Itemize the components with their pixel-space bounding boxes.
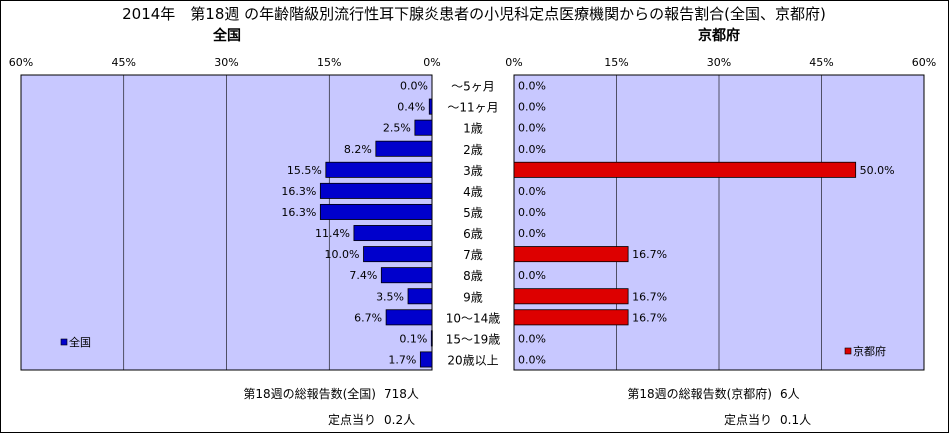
national-bar — [319, 182, 433, 199]
category-label: 8歳 — [463, 269, 483, 283]
national-value-label: 1.7% — [388, 353, 416, 366]
national-tick-label: 15% — [317, 56, 341, 69]
national-bar — [363, 246, 433, 263]
national-per-value: 0.2人 — [384, 413, 415, 427]
category-label: 5歳 — [463, 206, 483, 220]
kyoto-total-value: 6人 — [780, 387, 800, 401]
kyoto-value-label: 0.0% — [518, 206, 546, 219]
national-value-label: 15.5% — [287, 164, 322, 177]
category-label: 20歳以上 — [447, 353, 498, 367]
kyoto-bar — [513, 161, 857, 178]
right-legend-label: 京都府 — [853, 344, 886, 358]
kyoto-tick-label: 0% — [505, 56, 522, 69]
national-tick-label: 45% — [112, 56, 136, 69]
right-legend-swatch — [844, 347, 852, 355]
kyoto-value-label: 0.0% — [518, 332, 546, 345]
national-value-label: 0.1% — [399, 332, 427, 345]
national-bar — [353, 225, 433, 242]
category-label: ～5ヶ月 — [451, 80, 495, 94]
category-label: 9歳 — [463, 290, 483, 304]
national-bar — [414, 119, 433, 136]
kyoto-value-label: 50.0% — [860, 164, 895, 177]
national-bar — [419, 351, 433, 368]
kyoto-value-label: 16.7% — [632, 248, 667, 261]
national-value-label: 16.3% — [281, 206, 316, 219]
right-legend: 京都府 — [844, 344, 886, 358]
category-label: 1歳 — [463, 122, 483, 136]
national-bar — [375, 140, 433, 157]
national-tick-label: 60% — [9, 56, 33, 69]
kyoto-per-label: 定点当り — [724, 412, 772, 427]
category-label: 7歳 — [463, 248, 483, 262]
kyoto-bar — [513, 246, 629, 263]
category-label: 4歳 — [463, 185, 483, 199]
national-value-label: 7.4% — [349, 269, 377, 282]
category-label: 3歳 — [463, 164, 483, 178]
kyoto-value-label: 16.7% — [632, 290, 667, 303]
kyoto-value-label: 0.0% — [518, 185, 546, 198]
national-value-label: 8.2% — [344, 143, 372, 156]
kyoto-value-label: 0.0% — [518, 122, 546, 135]
national-bar — [430, 330, 433, 347]
category-label: 10～14歳 — [446, 311, 501, 325]
kyoto-value-label: 16.7% — [632, 311, 667, 324]
kyoto-tick-label: 45% — [809, 56, 833, 69]
national-value-label: 2.5% — [383, 122, 411, 135]
kyoto-value-label: 0.0% — [518, 101, 546, 114]
left-legend: 全国 — [60, 335, 91, 349]
national-value-label: 16.3% — [281, 185, 316, 198]
national-value-label: 0.0% — [400, 80, 428, 93]
category-label: ～11ヶ月 — [447, 101, 498, 115]
national-tick-label: 0% — [423, 56, 440, 69]
national-value-label: 10.0% — [325, 248, 360, 261]
kyoto-per-value: 0.1人 — [780, 413, 811, 427]
left-panel-title: 全国 — [212, 27, 241, 44]
national-total-value: 718人 — [384, 387, 419, 401]
national-bar — [407, 288, 433, 305]
chart-title: 2014年 第18週 の年齢階級別流行性耳下腺炎患者の小児科定点医療機関からの報… — [122, 5, 826, 23]
kyoto-value-label: 0.0% — [518, 269, 546, 282]
kyoto-bar — [513, 309, 629, 326]
national-bar — [428, 98, 433, 115]
left-legend-label: 全国 — [69, 335, 91, 349]
kyoto-value-label: 0.0% — [518, 80, 546, 93]
category-label: 6歳 — [463, 227, 483, 241]
category-label: 15～19歳 — [446, 332, 501, 346]
kyoto-total-label: 第18週の総報告数(京都府) — [627, 386, 772, 401]
national-bar — [380, 267, 433, 284]
national-tick-label: 30% — [214, 56, 238, 69]
category-label: 2歳 — [463, 143, 483, 157]
kyoto-tick-label: 60% — [912, 56, 936, 69]
kyoto-value-label: 0.0% — [518, 353, 546, 366]
kyoto-value-label: 0.0% — [518, 143, 546, 156]
national-value-label: 11.4% — [315, 227, 350, 240]
national-value-label: 3.5% — [376, 290, 404, 303]
kyoto-bar — [513, 288, 629, 305]
national-value-label: 6.7% — [354, 311, 382, 324]
national-bar — [385, 309, 433, 326]
national-bar — [325, 161, 433, 178]
kyoto-value-label: 0.0% — [518, 227, 546, 240]
national-per-label: 定点当り — [328, 412, 376, 427]
right-panel-title: 京都府 — [698, 27, 740, 44]
kyoto-tick-label: 30% — [707, 56, 731, 69]
national-value-label: 0.4% — [397, 101, 425, 114]
kyoto-tick-label: 15% — [604, 56, 628, 69]
left-legend-swatch — [60, 338, 68, 346]
national-bar — [319, 203, 433, 220]
national-total-label: 第18週の総報告数(全国) — [243, 386, 376, 401]
